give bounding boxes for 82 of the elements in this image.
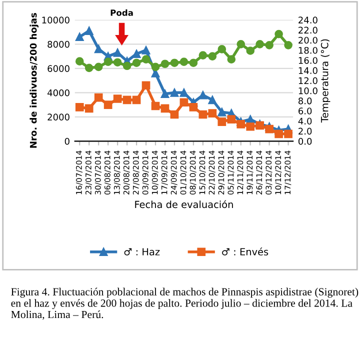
point [84, 26, 94, 35]
point [218, 45, 226, 54]
y-tick-label: 8000 [48, 40, 70, 48]
y2-tick-label: 14.0 [298, 67, 318, 74]
point [132, 96, 141, 104]
point [246, 122, 255, 131]
point [94, 62, 103, 72]
point [256, 40, 264, 48]
point [227, 55, 236, 64]
point [198, 51, 208, 60]
y2-tick-label: 8.0 [298, 97, 312, 104]
point [274, 130, 283, 138]
y2-tick-label: 16.0 [298, 57, 318, 64]
point [170, 88, 179, 97]
point [284, 41, 292, 50]
point [75, 32, 84, 42]
y2-axis-title: Temperatura (°C) [320, 39, 330, 123]
point [198, 90, 208, 100]
text: Figura 4. Fluctuación poblacional de machos de Pinnaspis aspidistrae (Signoret) en el haz y envés de 200 hojas de palto. Periodo julio – diciembre del 2014. La Molina, Lima – Perú. [11, 288, 358, 320]
point [94, 44, 103, 54]
legend-label: ♂ : Haz [124, 248, 160, 256]
point [284, 130, 292, 138]
point [218, 108, 226, 116]
point [122, 62, 132, 70]
point [208, 109, 217, 118]
point [84, 64, 94, 72]
y-tick-label: 4000 [47, 89, 70, 96]
y-tick-label: 10000 [42, 16, 70, 24]
point [180, 58, 188, 66]
point [246, 46, 255, 55]
y2-tick-label: 12.0 [298, 77, 318, 84]
y2-tick-label: 2.0 [298, 128, 312, 135]
point [113, 94, 122, 103]
point [227, 115, 236, 124]
point [113, 58, 122, 67]
point [132, 58, 141, 68]
point [265, 124, 274, 134]
point [142, 81, 150, 90]
x-axis-title: Fecha de evaluación [135, 200, 233, 208]
point [151, 62, 160, 72]
point [104, 58, 112, 66]
point [104, 100, 112, 109]
y-axis-title: Nro. de indivuos/200 hojas [30, 12, 39, 148]
point [208, 96, 217, 104]
point [160, 90, 170, 98]
point [160, 60, 170, 68]
y2-tick-label: 20.0 [298, 36, 318, 44]
y-tick-label: 0 [64, 138, 70, 145]
point [160, 104, 170, 113]
legend-label: ♂ : Envés [222, 248, 268, 256]
y2-tick-label: 0.0 [298, 138, 312, 145]
point [180, 88, 188, 97]
point [151, 102, 160, 110]
point [236, 40, 246, 48]
point [142, 46, 150, 54]
point [236, 120, 246, 128]
y-tick-label: 6000 [48, 65, 70, 72]
y-tick-label: 2000 [48, 114, 70, 120]
point [84, 104, 94, 113]
point [189, 58, 198, 68]
point [265, 41, 274, 50]
point [94, 93, 103, 102]
point [274, 30, 283, 38]
point [180, 98, 188, 107]
point [122, 96, 132, 104]
y2-tick-label: 10.0 [298, 87, 318, 94]
y2-tick-label: 4.0 [298, 118, 312, 125]
point [189, 103, 198, 112]
text: Poda [110, 9, 133, 16]
point [170, 110, 179, 119]
y2-tick-label: 6.0 [298, 108, 312, 114]
y2-tick-label: 22.0 [298, 26, 318, 34]
y2-tick-label: 24.0 [298, 16, 318, 24]
point [170, 58, 179, 68]
point [218, 118, 226, 126]
point [75, 57, 84, 66]
point [142, 55, 150, 64]
point [198, 110, 208, 119]
point [208, 52, 217, 60]
point [113, 48, 122, 57]
y2-tick-label: 18.0 [298, 46, 318, 54]
point [75, 103, 84, 112]
